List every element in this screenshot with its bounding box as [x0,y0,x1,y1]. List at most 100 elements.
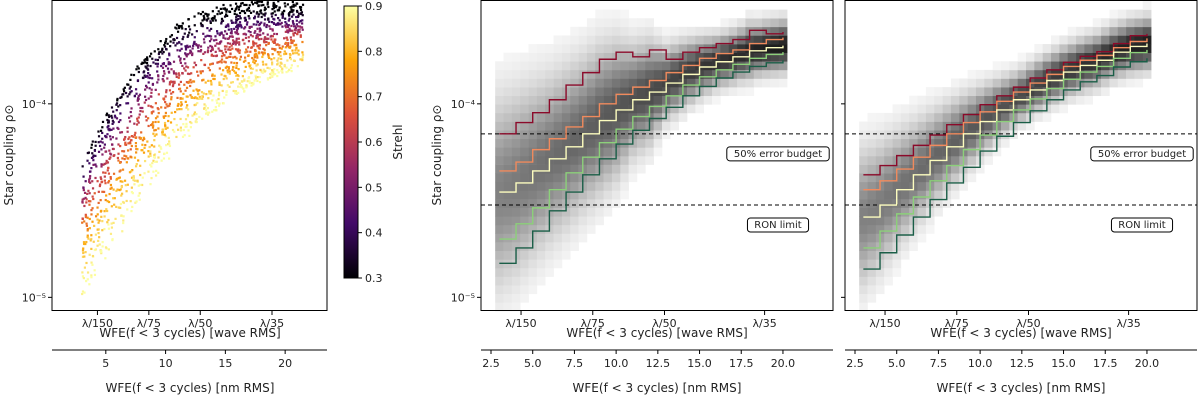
heatmap-cell [720,52,730,62]
heatmap-cell [884,121,893,131]
scatter-point [104,150,107,153]
scatter-point [157,52,160,56]
scatter-point [164,47,168,51]
scatter-point [213,74,216,77]
heatmap-cell [586,156,596,165]
heatmap-cell [620,35,629,45]
heatmap-cell [636,138,646,148]
heatmap-cell [1126,18,1135,28]
heatmap-cell [1026,52,1035,62]
scatter-point [195,113,198,116]
scatter-point [237,91,240,94]
scatter-point [287,24,290,27]
scatter-point [241,1,244,5]
heatmap-cell [934,104,943,114]
scatter-point [296,2,299,5]
scatter-point [263,70,266,73]
scatter-point [164,111,167,115]
scatter-point [81,255,85,258]
scatter-point [98,236,101,239]
scatter-point [89,181,92,184]
heatmap-cell [570,130,579,140]
heatmap-cell [1134,26,1144,36]
scatter-point [104,257,107,260]
scatter-point [149,95,152,98]
heatmap-cell [620,61,629,71]
scatter-point [273,18,276,21]
scatter-point [158,150,161,153]
heatmap-cell [1101,18,1110,28]
scatter-point [164,106,167,109]
scatter-point [253,62,256,65]
scatter-point [90,276,93,279]
scatter-point [119,206,122,209]
heatmap-cell [1051,44,1060,53]
scatter-point [285,71,288,74]
scatter-point [195,88,198,91]
heatmap-cell [578,61,588,71]
scatter-point [242,10,246,13]
heatmap-cell [620,87,629,97]
scatter-point [209,92,212,95]
heatmap-cell [753,44,763,53]
scatter-point [116,188,119,191]
scatter-point [259,33,262,36]
scatter-point [153,145,156,148]
scatter-point [203,106,206,110]
scatter-point [106,161,110,164]
heatmap-cell [984,112,993,122]
scatter-point [107,119,110,122]
scatter-point [91,254,95,258]
scatter-point [218,83,221,86]
heatmap-cell [553,112,563,122]
scatter-point [156,81,159,84]
heatmap-cell [578,190,588,200]
scatter-point [123,157,126,161]
heatmap-cell [753,69,763,79]
scatter-point [134,141,138,145]
scatter-point [184,28,187,31]
scatter-point [154,58,157,61]
x-tick-label-nm: 7.5 [930,357,948,370]
scatter-point [171,128,175,132]
scatter-point [272,73,275,76]
left-xlabel-wave: WFE(f < 3 cycles) [wave RMS] [99,326,280,340]
scatter-point [130,170,133,173]
scatter-point [247,77,250,80]
scatter-point [277,23,280,26]
heatmap-cell [687,35,696,45]
scatter-point [234,2,238,5]
x-tick-label-nm: 2.5 [482,357,500,370]
scatter-point [105,159,108,163]
heatmap-cell [528,224,538,234]
scatter-point [279,61,282,64]
scatter-point [179,57,182,60]
scatter-point [301,19,304,22]
scatter-point [165,91,168,94]
scatter-point [216,101,219,105]
scatter-point [288,56,292,59]
heatmap-cell [875,147,885,157]
scatter-point [295,15,298,19]
scatter-point [183,57,186,61]
heatmap-cell [1092,87,1102,97]
scatter-point [148,87,151,90]
scatter-point [276,50,279,54]
scatter-point [106,221,109,224]
scatter-point [231,68,234,71]
heatmap-cell [603,190,613,200]
heatmap-cell [553,216,563,226]
scatter-point [201,70,204,73]
heatmap-cell [570,121,579,131]
scatter-point [181,37,184,41]
heatmap-cell [1142,9,1152,19]
heatmap-cell [884,250,893,260]
heatmap-cell [875,130,885,140]
heatmap-cell [950,181,960,191]
right-xlabel-nm: WFE(f < 3 cycles) [nm RMS] [937,381,1106,395]
heatmap-cell [778,26,788,36]
scatter-point [238,21,242,24]
scatter-point [228,72,231,75]
scatter-point [237,37,240,40]
scatter-point [215,6,218,9]
